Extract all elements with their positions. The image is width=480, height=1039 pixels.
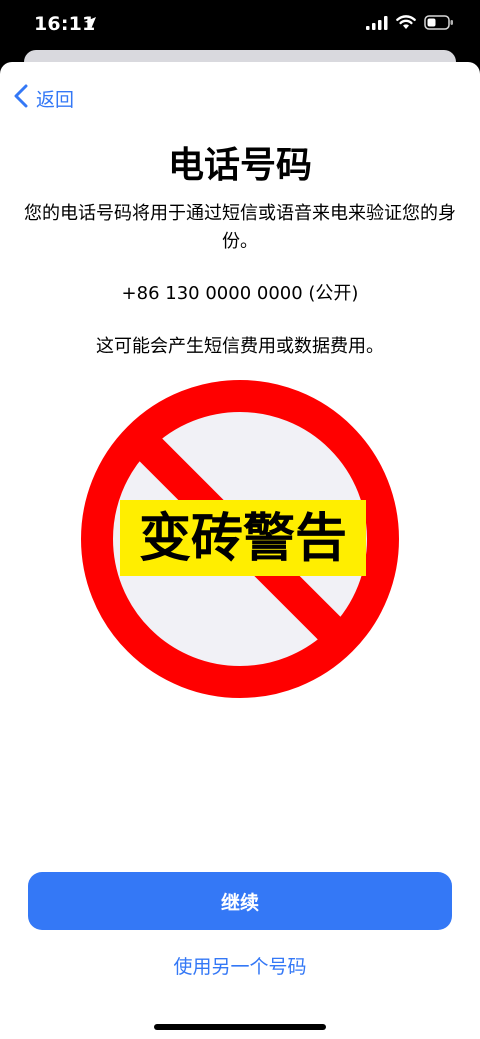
location-arrow-icon — [82, 15, 98, 35]
home-indicator — [154, 1024, 326, 1030]
continue-button[interactable]: 继续 — [28, 872, 452, 930]
status-bar: 16:11 — [0, 0, 480, 50]
status-time: 16:11 — [34, 13, 96, 35]
back-button[interactable]: 返回 — [14, 84, 74, 113]
description-text: 您的电话号码将用于通过短信或语音来电来验证您的身份。 — [24, 203, 456, 252]
status-icons — [366, 15, 454, 34]
prohibition-ring — [81, 380, 399, 698]
no-sign-warning-graphic: 变砖警告 — [81, 380, 399, 698]
phone-number: +86 130 0000 0000 (公开) — [121, 283, 359, 304]
sheet: 返回 电话号码 您的电话号码将用于通过短信或语音来电来验证您的身份。 +86 1… — [0, 62, 480, 1039]
back-label: 返回 — [36, 89, 75, 111]
warning-label: 变砖警告 — [139, 509, 347, 569]
battery-icon — [424, 15, 454, 34]
wifi-icon — [396, 15, 416, 34]
warning-banner — [120, 500, 366, 576]
page-title: 电话号码 — [167, 145, 312, 186]
charges-note: 这可能会产生短信费用或数据费用。 — [96, 336, 384, 357]
chevron-left-icon — [14, 84, 28, 113]
signal-icon — [366, 15, 388, 34]
use-another-number-link[interactable]: 使用另一个号码 — [173, 956, 307, 978]
